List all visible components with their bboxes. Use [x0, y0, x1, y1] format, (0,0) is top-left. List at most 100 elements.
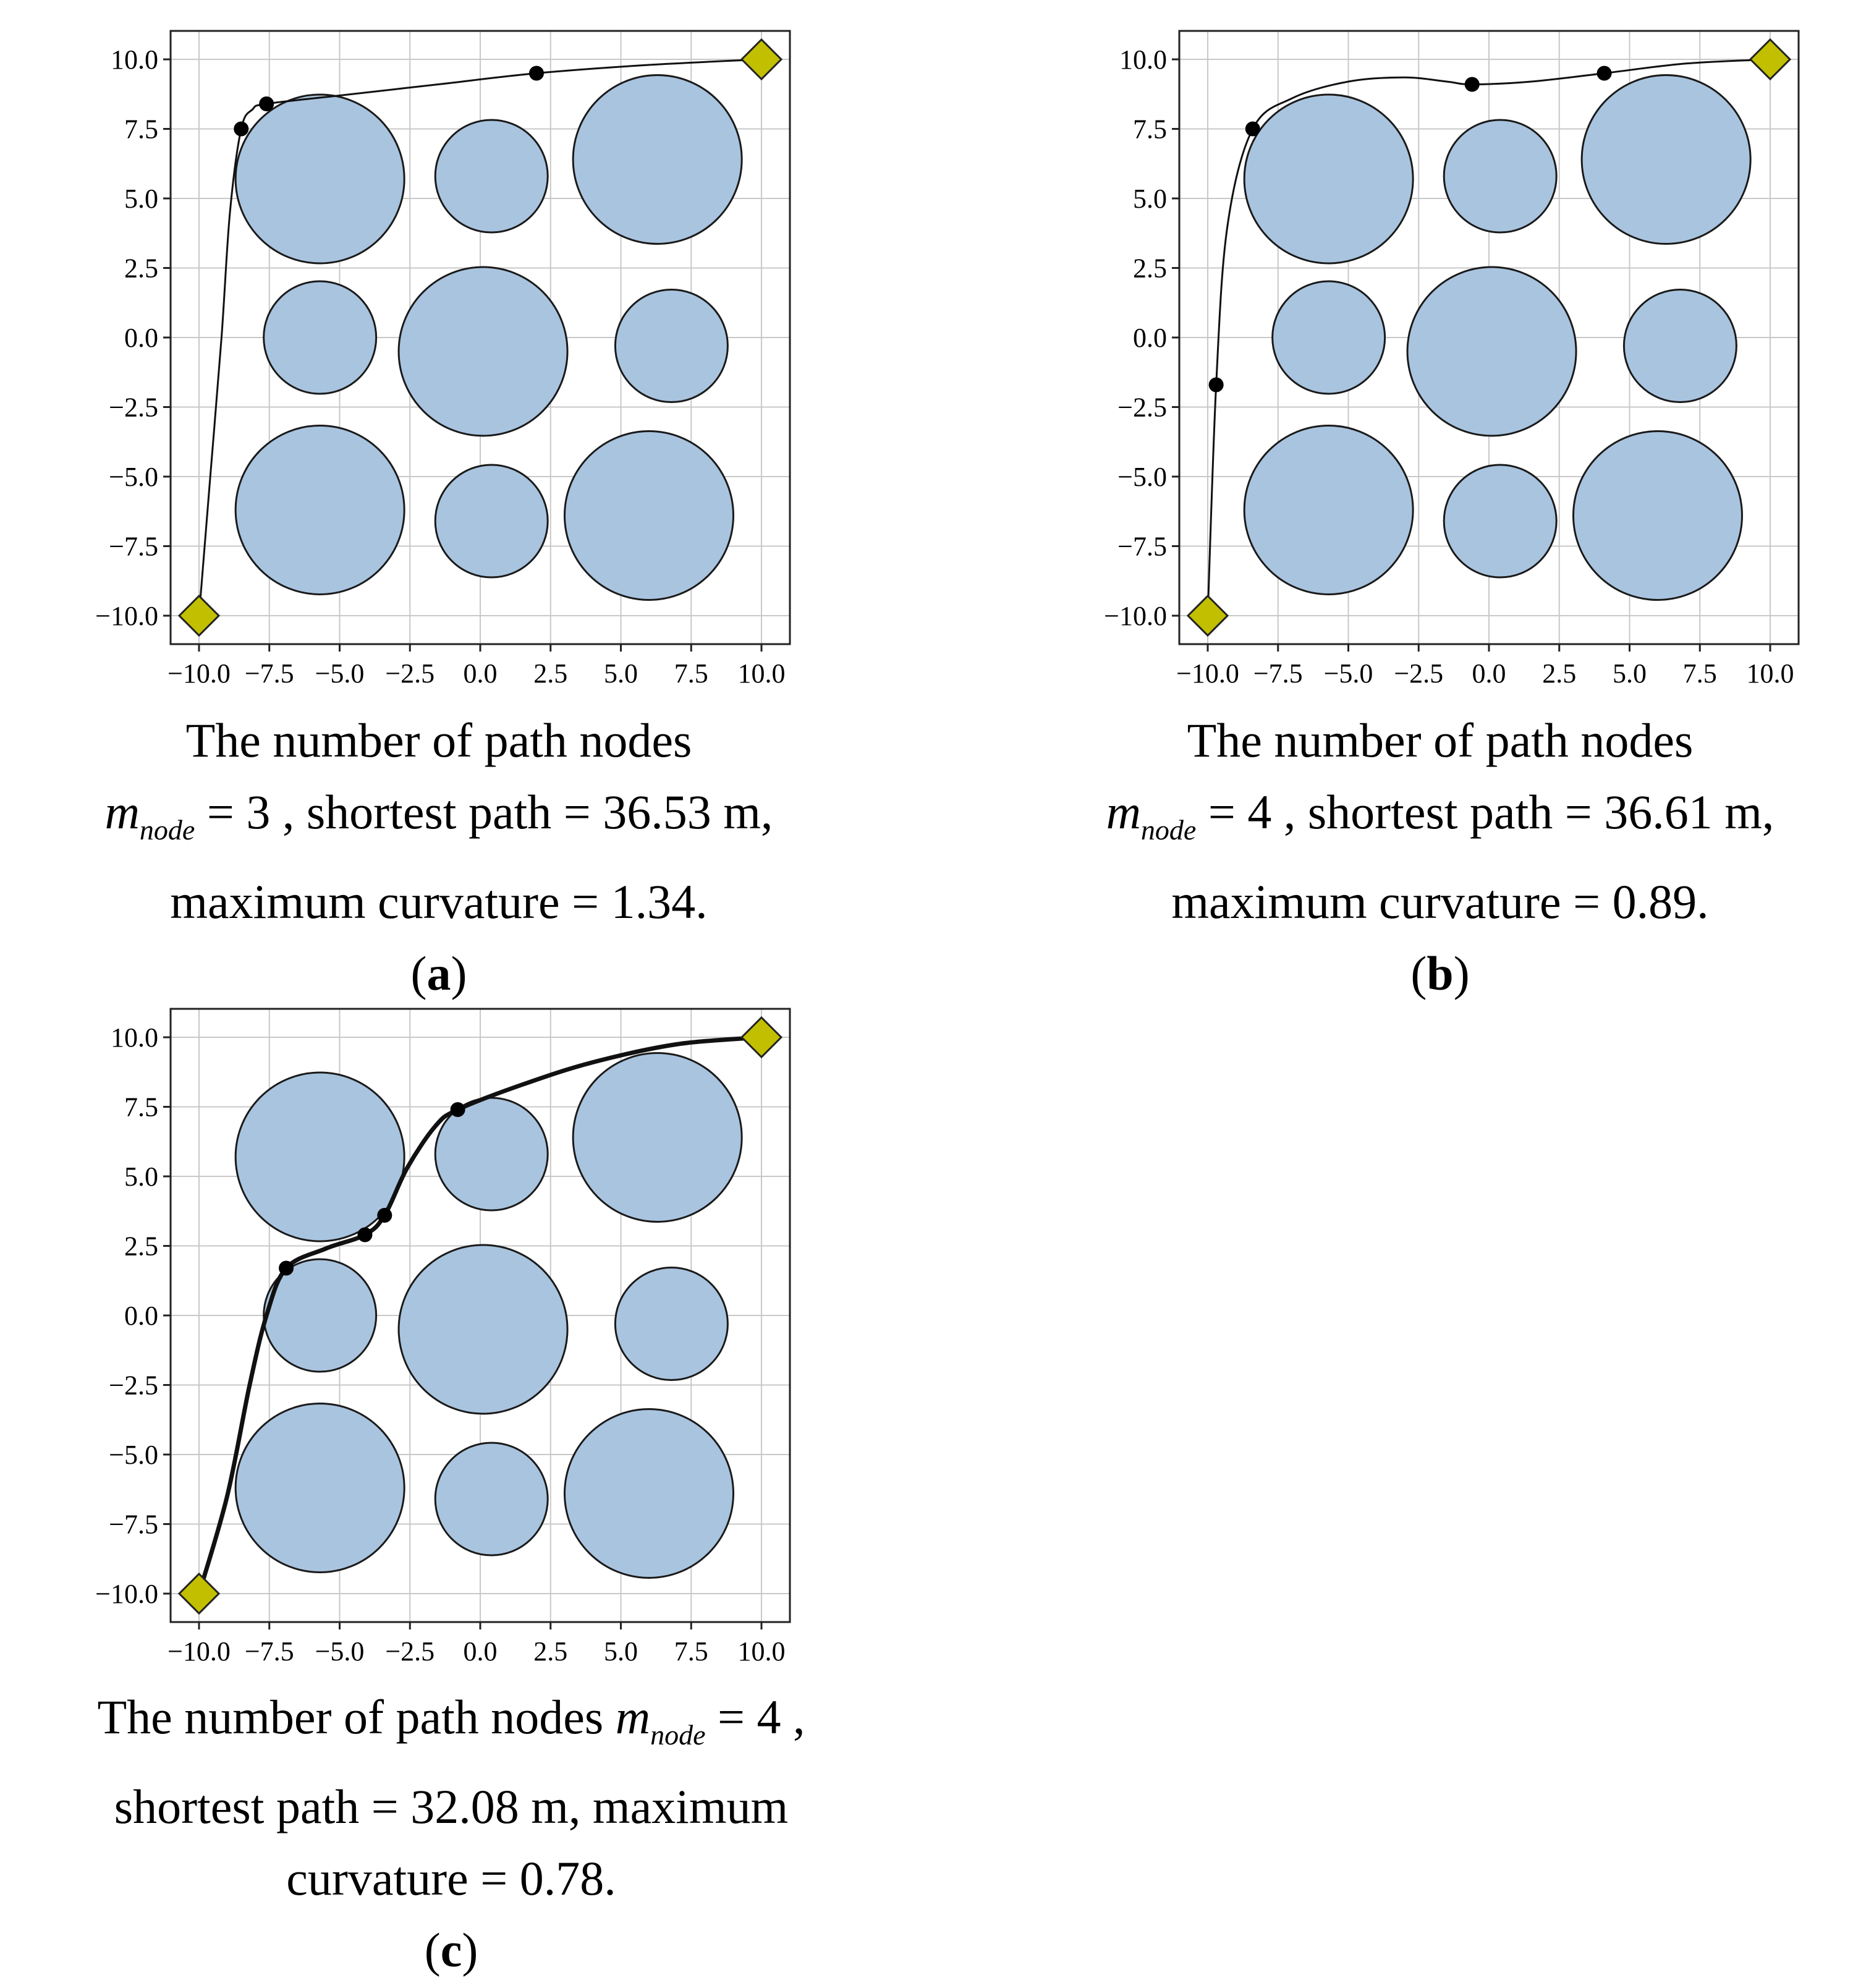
- obstacle-circle: [263, 1258, 378, 1373]
- x-tick-label: −10.0: [167, 658, 231, 689]
- obstacle-circle: [234, 425, 405, 595]
- caption-b-m: m: [1106, 785, 1141, 839]
- x-tick-label: 5.0: [1613, 658, 1647, 689]
- obstacles-a: [234, 74, 743, 601]
- ticks-b: −10.0 −10.0 −7.5 −7.5 −5.0 −5.0 −2.5 −2.5 0.0 0.0…: [1104, 45, 1794, 689]
- caption-b-sub: node: [1140, 814, 1197, 846]
- y-tick-label: 5.0: [1133, 184, 1167, 214]
- obstacle-circle: [572, 74, 743, 245]
- y-tick-label: −5.0: [1117, 462, 1167, 492]
- path-node: [1208, 377, 1224, 393]
- y-tick-label: −7.5: [109, 532, 158, 562]
- caption-c: The number of path nodes mnode = 4 , sho…: [19, 1681, 884, 1986]
- path-node: [1464, 77, 1480, 92]
- obstacle-circle: [1443, 464, 1558, 579]
- path-node: [234, 121, 249, 137]
- path-node: [1245, 121, 1260, 137]
- caption-b-line1: The number of path nodes: [1187, 713, 1694, 767]
- x-tick-label: 7.5: [674, 1636, 708, 1667]
- y-tick-label: 10.0: [111, 1022, 158, 1053]
- caption-c-line1-rest: = 4 ,: [705, 1690, 805, 1744]
- obstacle-circle: [1572, 430, 1743, 601]
- x-tick-label: 0.0: [464, 1636, 498, 1667]
- obstacle-circle: [1243, 425, 1414, 595]
- path-node: [279, 1260, 294, 1276]
- y-tick-label: 10.0: [111, 45, 158, 75]
- obstacle-circle: [614, 289, 729, 403]
- y-tick-label: −2.5: [109, 1370, 158, 1401]
- caption-a-line1: The number of path nodes: [185, 713, 692, 767]
- panel-label-b: (b): [1410, 946, 1470, 1000]
- y-tick-label: 5.0: [124, 184, 158, 214]
- y-tick-label: 7.5: [124, 1092, 158, 1123]
- goal-marker: [1749, 38, 1792, 81]
- caption-b-line2-rest: = 4 , shortest path = 36.61 m,: [1196, 785, 1775, 839]
- y-tick-label: 2.5: [124, 1231, 158, 1262]
- caption-a-line2-rest: = 3 , shortest path = 36.53 m,: [195, 785, 773, 839]
- y-tick-label: 2.5: [1133, 253, 1167, 284]
- caption-a-line2: mnode = 3 , shortest path = 36.53 m,: [25, 776, 853, 866]
- path-node: [259, 96, 274, 111]
- x-tick-label: 10.0: [738, 1636, 786, 1667]
- obstacles-b: [1243, 74, 1752, 601]
- panel-a-plot: −10.0 −10.0 −7.5 −7.5 −5.0 −5.0 −2.5 −2.5 0.0 0.0…: [95, 30, 791, 689]
- caption-c-line2: shortest path = 32.08 m, maximum: [114, 1780, 789, 1833]
- start-marker: [177, 1572, 221, 1615]
- obstacle-circle: [434, 119, 549, 234]
- obstacles-c: [234, 1052, 743, 1579]
- obstacle-circle: [234, 1071, 405, 1242]
- x-tick-label: −5.0: [1324, 658, 1373, 689]
- obstacle-circle: [434, 464, 549, 579]
- y-tick-label: 7.5: [1133, 114, 1167, 145]
- x-tick-label: 7.5: [1683, 658, 1717, 689]
- y-tick-label: −5.0: [109, 1440, 158, 1470]
- obstacle-circle: [564, 1408, 734, 1579]
- caption-a-sub: node: [139, 814, 195, 846]
- caption-a-line3: maximum curvature = 1.34.: [170, 875, 708, 928]
- caption-a: The number of path nodes mnode = 3 , sho…: [25, 705, 853, 1009]
- obstacle-circle: [564, 430, 734, 601]
- y-tick-label: −7.5: [109, 1510, 158, 1540]
- goal-marker: [740, 1016, 783, 1059]
- caption-c-line1: The number of path nodes mnode = 4 ,: [97, 1690, 805, 1751]
- obstacle-circle: [1271, 280, 1386, 395]
- caption-c-m: m: [615, 1690, 651, 1744]
- x-tick-label: 5.0: [604, 1636, 638, 1667]
- caption-c-sub: node: [650, 1719, 706, 1751]
- y-tick-label: −5.0: [109, 462, 158, 492]
- goal-marker: [740, 38, 783, 81]
- y-tick-label: −10.0: [95, 1579, 158, 1609]
- x-tick-label: −7.5: [1253, 658, 1303, 689]
- obstacle-circle: [1443, 119, 1558, 234]
- y-tick-label: −7.5: [1117, 532, 1167, 562]
- start-marker: [177, 594, 221, 637]
- y-tick-label: 0.0: [124, 1301, 158, 1331]
- y-tick-label: −10.0: [1104, 601, 1167, 631]
- x-tick-label: 2.5: [533, 658, 567, 689]
- y-tick-label: 0.0: [1133, 323, 1167, 353]
- obstacle-circle: [1243, 93, 1414, 265]
- x-tick-label: 0.0: [464, 658, 498, 689]
- y-tick-label: 10.0: [1119, 45, 1167, 75]
- x-tick-label: 2.5: [533, 1636, 567, 1667]
- caption-b-line3: maximum curvature = 0.89.: [1171, 875, 1709, 928]
- x-tick-label: −5.0: [315, 1636, 365, 1667]
- caption-c-line3: curvature = 0.78.: [286, 1851, 616, 1905]
- ticks-a: −10.0 −10.0 −7.5 −7.5 −5.0 −5.0 −2.5 −2.5 0.0 0.0…: [95, 45, 785, 689]
- panel-c-plot: −10.0 −10.0 −7.5 −7.5 −5.0 −5.0 −2.5 −2.5 0.0 0.0…: [95, 1008, 791, 1667]
- panel-b-plot: −10.0 −10.0 −7.5 −7.5 −5.0 −5.0 −2.5 −2.5 0.0 0.0…: [1104, 30, 1800, 689]
- x-tick-label: −2.5: [385, 1636, 435, 1667]
- x-tick-label: 10.0: [1747, 658, 1794, 689]
- obstacle-circle: [572, 1052, 743, 1223]
- y-tick-label: 7.5: [124, 114, 158, 145]
- obstacle-circle: [234, 1403, 405, 1573]
- obstacle-circle: [1406, 266, 1577, 437]
- x-tick-label: −2.5: [385, 658, 435, 689]
- obstacle-circle: [234, 93, 405, 265]
- x-tick-label: 2.5: [1542, 658, 1576, 689]
- path-node: [450, 1102, 465, 1117]
- x-tick-label: 7.5: [674, 658, 708, 689]
- obstacle-circle: [614, 1267, 729, 1381]
- obstacle-circle: [434, 1442, 549, 1557]
- start-marker: [1186, 594, 1229, 637]
